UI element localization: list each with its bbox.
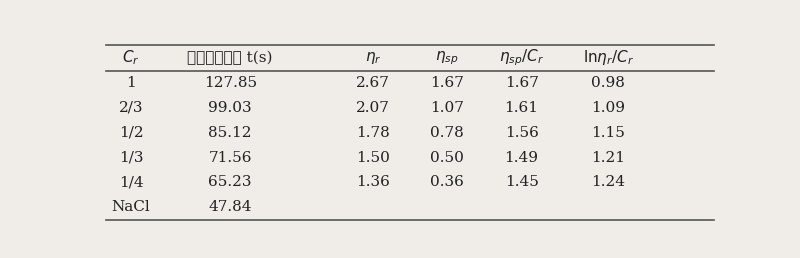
Text: 2/3: 2/3 [118, 101, 143, 115]
Text: $C_r$: $C_r$ [122, 49, 140, 67]
Text: 1.56: 1.56 [505, 126, 538, 140]
Text: NaCl: NaCl [112, 200, 150, 214]
Text: 85.12: 85.12 [209, 126, 252, 140]
Text: 1.07: 1.07 [430, 101, 464, 115]
Text: 1.09: 1.09 [591, 101, 626, 115]
Text: 1.50: 1.50 [356, 151, 390, 165]
Text: 1: 1 [126, 76, 136, 90]
Text: 2.67: 2.67 [356, 76, 390, 90]
Text: 0.36: 0.36 [430, 175, 464, 189]
Text: 1.45: 1.45 [505, 175, 538, 189]
Text: $\eta_r$: $\eta_r$ [365, 50, 381, 66]
Text: 47.84: 47.84 [209, 200, 252, 214]
Text: 1.15: 1.15 [591, 126, 626, 140]
Text: $\mathrm{ln}\eta_r/C_r$: $\mathrm{ln}\eta_r/C_r$ [583, 48, 634, 67]
Text: 65.23: 65.23 [209, 175, 252, 189]
Text: 99.03: 99.03 [208, 101, 252, 115]
Text: 1.36: 1.36 [356, 175, 390, 189]
Text: 1/4: 1/4 [118, 175, 143, 189]
Text: $\eta_{sp}$: $\eta_{sp}$ [435, 49, 459, 67]
Text: 0.50: 0.50 [430, 151, 464, 165]
Text: 0.78: 0.78 [430, 126, 464, 140]
Text: 1.61: 1.61 [505, 101, 538, 115]
Text: 1.21: 1.21 [591, 151, 626, 165]
Text: 1.67: 1.67 [430, 76, 464, 90]
Text: 1.24: 1.24 [591, 175, 626, 189]
Text: 1/2: 1/2 [118, 126, 143, 140]
Text: 1/3: 1/3 [118, 151, 143, 165]
Text: 1.78: 1.78 [356, 126, 390, 140]
Text: 0.98: 0.98 [591, 76, 626, 90]
Text: 1.49: 1.49 [505, 151, 538, 165]
Text: 1.67: 1.67 [505, 76, 538, 90]
Text: 71.56: 71.56 [209, 151, 252, 165]
Text: $\eta_{sp}/C_r$: $\eta_{sp}/C_r$ [499, 47, 544, 68]
Text: 127.85: 127.85 [204, 76, 257, 90]
Text: 2.07: 2.07 [356, 101, 390, 115]
Text: 平均流经时间 t(s): 平均流经时间 t(s) [187, 51, 273, 65]
